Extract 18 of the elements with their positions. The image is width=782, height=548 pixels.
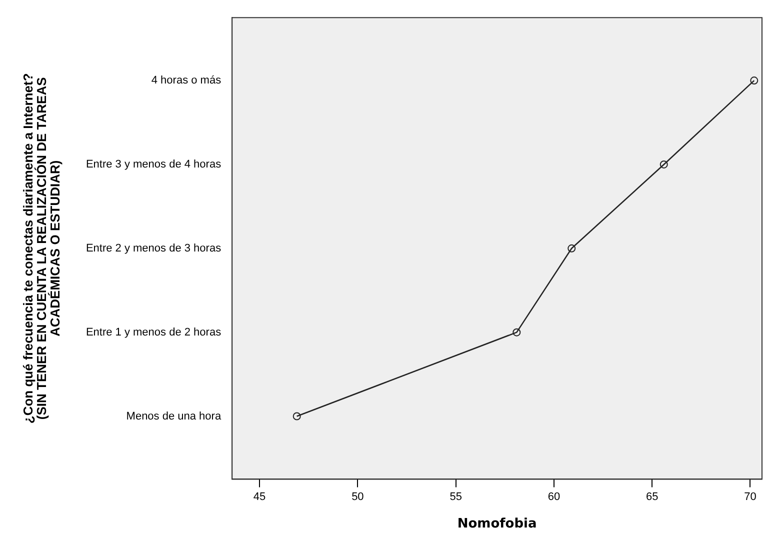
- y-tick-label: Menos de una hora: [126, 410, 222, 422]
- point: [750, 76, 758, 85]
- y-tick-label: Entre 1 y menos de 2 horas: [86, 326, 222, 338]
- x-axis-title: Nomofobia: [457, 516, 537, 532]
- point: [292, 412, 301, 420]
- y-tick-label: Entre 2 y menos de 3 horas: [86, 242, 222, 254]
- y-tick-label: Entre 3 y menos de 4 horas: [86, 158, 222, 171]
- x-tick-label: 60: [548, 490, 560, 503]
- point: [660, 160, 668, 168]
- y-tick-label: 4 horas o más: [151, 74, 222, 87]
- point: [512, 328, 521, 336]
- x-tick-label: 70: [744, 490, 756, 503]
- point: [568, 244, 576, 252]
- x-tick-label: 45: [253, 490, 266, 503]
- y-axis-title: ¿Con qué frecuencia te conectas diariamente a Internet? (SIN TENER EN CUENTA LA REALIZACIÓN DE TAREAS ACADÉMICAS O ESTUDIAR): [20, 73, 63, 424]
- x-tick-label: 55: [450, 490, 462, 503]
- x-tick-label: 50: [352, 490, 364, 503]
- x-tick-label: 65: [646, 490, 658, 503]
